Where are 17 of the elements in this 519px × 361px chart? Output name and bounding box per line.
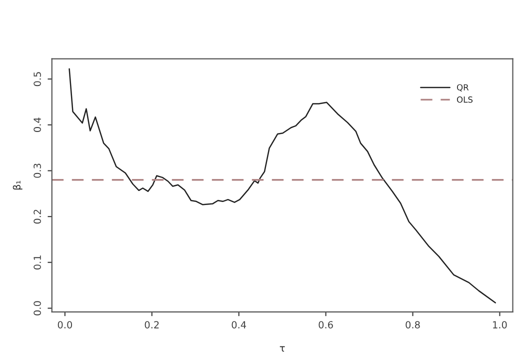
legend-label: QR bbox=[456, 84, 469, 92]
x-axis-title: τ bbox=[280, 346, 285, 352]
x-tick-label: 0.6 bbox=[318, 321, 333, 328]
y-tick-label: 0.5 bbox=[34, 72, 41, 86]
x-tick-label: 0.0 bbox=[58, 321, 72, 328]
y-tick-label: 0.3 bbox=[34, 164, 41, 178]
y-tick-label: 0.1 bbox=[34, 256, 41, 270]
y-tick-label: 0.2 bbox=[34, 210, 41, 224]
y-tick-label: 0.4 bbox=[34, 118, 41, 132]
x-tick-label: 0.8 bbox=[406, 321, 420, 328]
x-tick-label: 1.0 bbox=[493, 321, 507, 328]
x-tick-label: 0.4 bbox=[232, 321, 246, 328]
y-axis-title: β₁ bbox=[12, 180, 22, 190]
line-series bbox=[68, 68, 496, 304]
y-tick-label: 0.0 bbox=[34, 301, 41, 316]
legend-label: OLS bbox=[456, 96, 473, 103]
x-tick-label: 0.2 bbox=[144, 321, 159, 328]
